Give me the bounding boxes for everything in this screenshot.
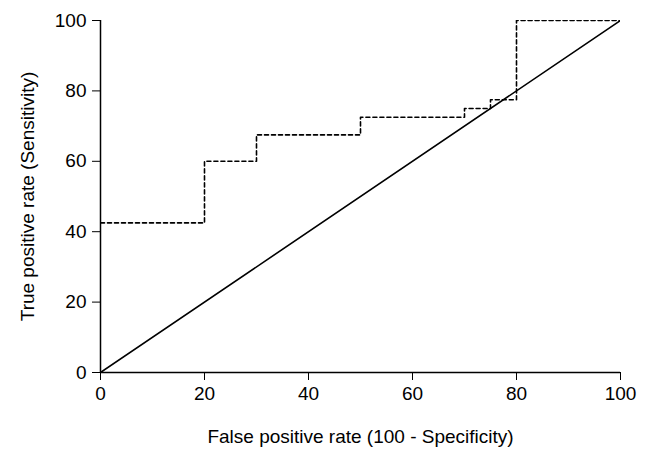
svg-text:40: 40 [298,383,319,404]
svg-text:20: 20 [194,383,215,404]
svg-text:80: 80 [65,80,86,101]
svg-text:60: 60 [65,150,86,171]
svg-text:False positive rate (100 - Spe: False positive rate (100 - Specificity) [207,426,513,447]
svg-text:True positive rate (Sensitivit: True positive rate (Sensitivity) [17,72,38,322]
svg-text:60: 60 [402,383,423,404]
svg-text:100: 100 [605,383,637,404]
svg-text:80: 80 [506,383,527,404]
svg-text:100: 100 [55,10,87,31]
svg-text:20: 20 [65,291,86,312]
svg-text:0: 0 [76,362,87,383]
svg-text:40: 40 [65,221,86,242]
svg-text:0: 0 [95,383,106,404]
